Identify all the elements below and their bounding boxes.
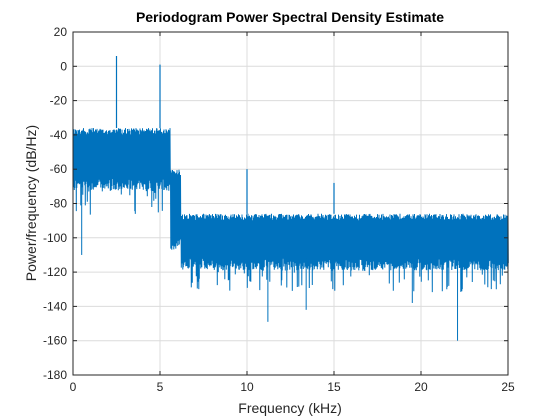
y-tick-label: 0 (60, 59, 67, 73)
x-tick-label: 15 (327, 380, 341, 394)
y-tick-label: -180 (43, 368, 67, 382)
y-tick-label: -20 (50, 94, 68, 108)
x-tick-label: 10 (240, 380, 254, 394)
y-tick-label: -160 (43, 334, 67, 348)
x-tick-label: 5 (157, 380, 164, 394)
x-axis-ticks: 0 5 10 15 20 25 (70, 32, 515, 394)
y-tick-label: -140 (43, 299, 67, 313)
x-tick-label: 20 (414, 380, 428, 394)
y-tick-label: -60 (50, 162, 68, 176)
psd-trace (72, 56, 509, 341)
x-axis-label: Frequency (kHz) (238, 400, 341, 416)
chart-title: Periodogram Power Spectral Density Estim… (136, 9, 444, 25)
psd-series-line (72, 128, 509, 293)
y-axis-ticks: 20 0 -20 -40 -60 -80 -100 -120 -140 -160 -180 (43, 25, 508, 382)
y-tick-label: 20 (54, 25, 68, 39)
y-axis-label: Power/frequency (dB/Hz) (23, 125, 39, 281)
x-tick-label: 0 (70, 380, 77, 394)
y-tick-label: -80 (50, 197, 68, 211)
y-tick-label: -40 (50, 128, 68, 142)
x-tick-label: 25 (501, 380, 515, 394)
y-tick-label: -100 (43, 231, 67, 245)
y-tick-label: -120 (43, 265, 67, 279)
